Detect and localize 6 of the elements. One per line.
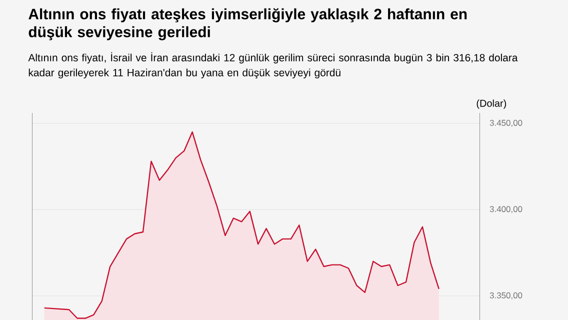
y-tick-label: 3.400,00 xyxy=(490,206,522,214)
y-tick-label: 3.450,00 xyxy=(490,120,522,127)
chart-title: Altının ons fiyatı ateşkes iyimserliğiyle yaklaşık 2 haftanın en düşük seviyesine geriledi xyxy=(28,8,467,40)
y-tick-label: 3.350,00 xyxy=(490,292,522,300)
chart-subtitle: Altının ons fiyatı, İsrail ve İran arasındaki 12 günlük gerilim süreci sonrasında bugün 3 bin 316,18 dolara kadar gerileyerek 11 Haziran'dan bu yana en düşük seviyeyi gördü xyxy=(28,52,518,78)
y-axis-title: (Dolar) xyxy=(476,100,506,109)
